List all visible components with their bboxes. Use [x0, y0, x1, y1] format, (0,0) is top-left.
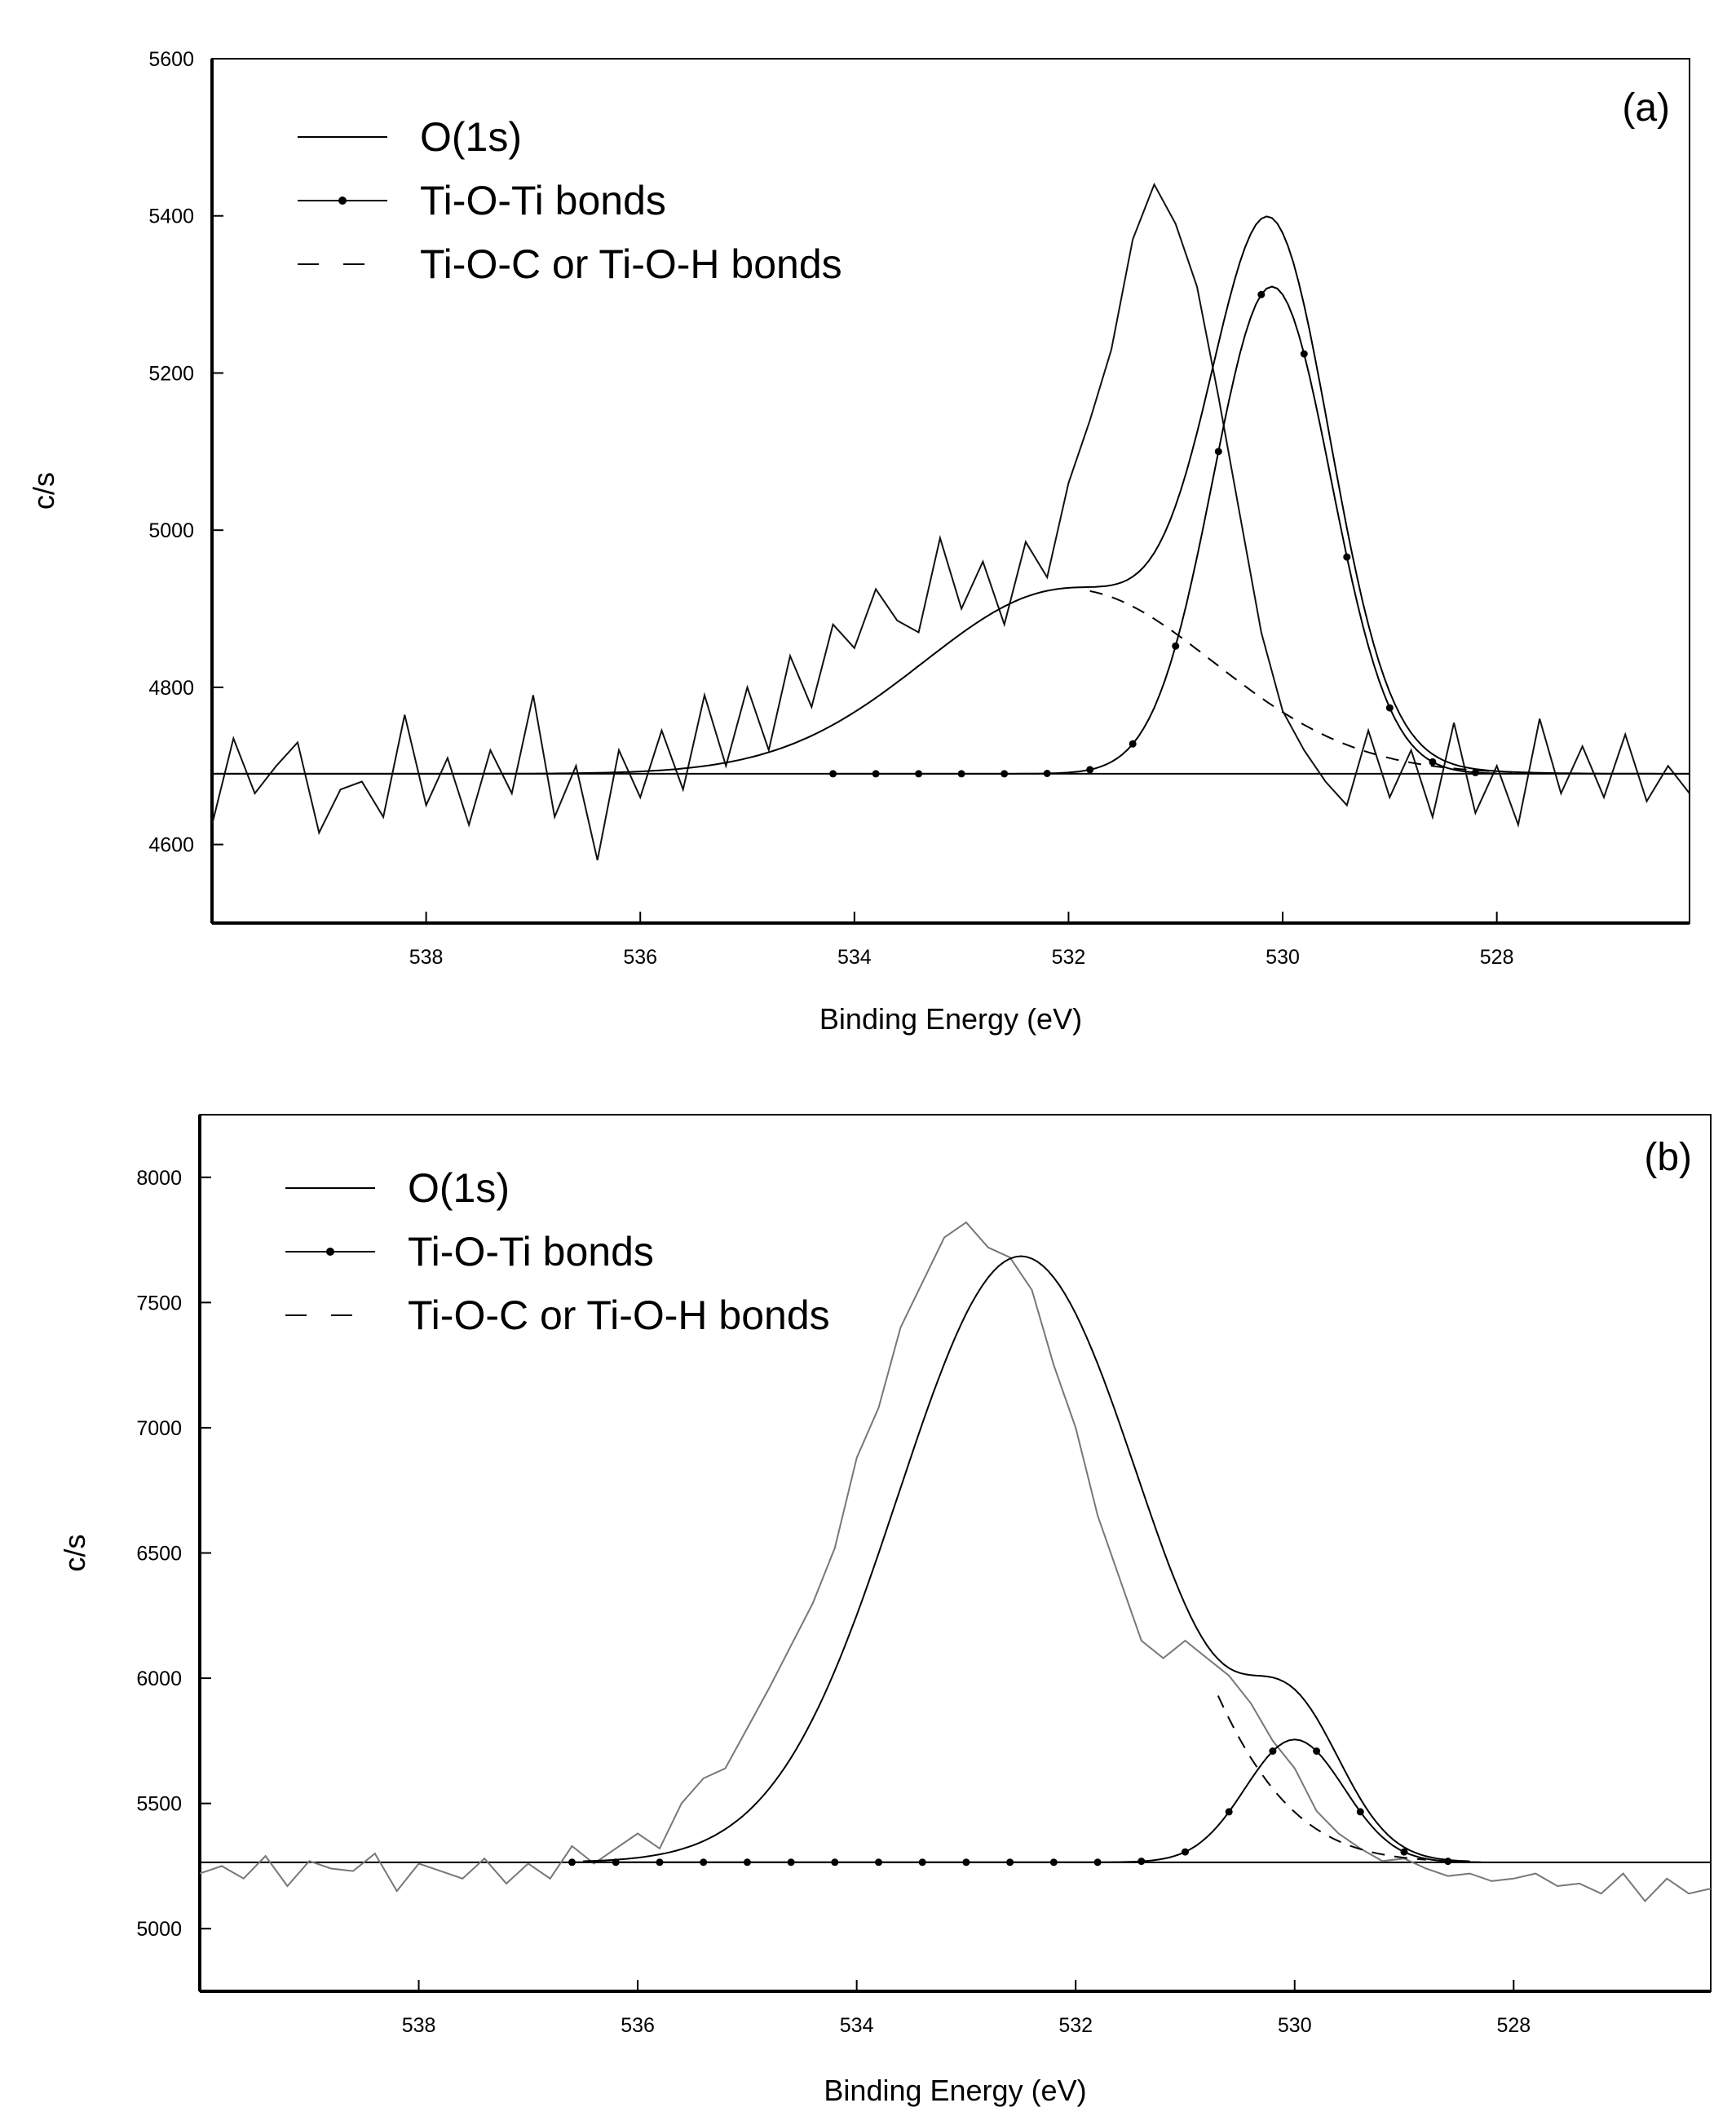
legend-swatch-dot	[338, 197, 347, 205]
y-tick-label: 5200	[148, 362, 194, 385]
x-tick-label: 532	[1058, 2014, 1093, 2037]
y-tick-label: 5000	[136, 1918, 182, 1941]
y-tick-label: 4600	[148, 834, 194, 857]
series-ti-o-ti-dot	[612, 1858, 620, 1867]
series-ti-o-ti-dot	[1049, 1858, 1058, 1867]
series-ti-o-ti-dot	[1300, 350, 1308, 358]
panel-b: 538 536 534 532 530 528 5000 5500 6000 6500 7000 75…	[58, 1114, 1712, 2107]
y-tick-label: 7500	[136, 1292, 182, 1314]
plot-area	[212, 182, 1690, 861]
series-raw-o1s	[212, 182, 1690, 861]
series-ti-o-ti-dot	[1006, 1858, 1014, 1867]
y-tick-label: 5400	[148, 205, 194, 228]
series-raw-o1s	[200, 1221, 1711, 1902]
legend-label: Ti-O-Ti bonds	[408, 1229, 654, 1275]
legend-label: O(1s)	[408, 1165, 510, 1211]
series-ti-o-ti-dot	[1225, 1808, 1233, 1816]
y-axis-title: c/s	[27, 472, 60, 510]
series-ti-o-ti-dot	[829, 770, 837, 778]
x-tick-label: 534	[840, 2014, 874, 2037]
y-tick-label: 4800	[148, 677, 194, 700]
y-tick-label: 8000	[136, 1167, 182, 1190]
series-ti-o-c-dashed	[1089, 590, 1518, 774]
series-ti-o-ti-dot	[1385, 704, 1394, 712]
legend-swatch-dot	[326, 1248, 334, 1256]
legend-label: Ti-O-Ti bonds	[420, 178, 666, 223]
x-tick-label: 536	[621, 2014, 655, 2037]
series-ti-o-ti-dot	[1093, 1858, 1102, 1867]
series-ti-o-ti-dot	[872, 770, 880, 778]
series-ti-o-ti-dot	[1356, 1808, 1364, 1816]
series-ti-o-ti-dot	[962, 1858, 970, 1867]
x-tick-label: 536	[623, 946, 657, 969]
series-ti-o-ti-dot	[787, 1858, 795, 1867]
y-tick-label: 6500	[136, 1543, 182, 1566]
series-ti-o-ti-dot	[1001, 770, 1009, 778]
series-ti-o-ti-dot	[915, 770, 923, 778]
series-ti-o-ti-dot	[656, 1858, 664, 1867]
x-tick-label: 532	[1052, 946, 1086, 969]
x-axis-title: Binding Energy (eV)	[824, 2074, 1086, 2107]
series-ti-o-ti-dot	[1343, 553, 1351, 561]
series-ti-o-ti-dot	[1214, 448, 1222, 456]
x-tick-label: 530	[1278, 2014, 1312, 2037]
y-tick-label: 6000	[136, 1668, 182, 1690]
series-ti-o-ti-dot	[1313, 1747, 1321, 1755]
legend-label: Ti-O-C or Ti-O-H bonds	[420, 241, 842, 287]
legend-label: Ti-O-C or Ti-O-H bonds	[408, 1292, 830, 1338]
y-axis-title: c/s	[58, 1534, 91, 1571]
legend: O(1s) Ti-O-Ti bonds Ti-O-C or Ti-O-H bonds	[298, 114, 842, 287]
series-ti-o-ti-dot	[1269, 1747, 1277, 1755]
legend-label: O(1s)	[420, 114, 522, 160]
y-tick-label: 5500	[136, 1793, 182, 1816]
plot-area	[200, 1221, 1711, 1902]
series-ti-o-ti-dot	[743, 1858, 751, 1867]
x-axis-title: Binding Energy (eV)	[819, 1002, 1082, 1036]
series-ti-o-ti-dot	[1129, 740, 1137, 748]
series-ti-o-ti	[572, 1738, 1482, 1863]
series-ti-o-ti-dot	[918, 1858, 926, 1867]
series-ti-o-ti-dot	[568, 1858, 576, 1867]
x-tick-label: 530	[1266, 946, 1300, 969]
x-tick-label: 538	[402, 2014, 436, 2037]
legend: O(1s) Ti-O-Ti bonds Ti-O-C or Ti-O-H bonds	[285, 1165, 830, 1338]
series-ti-o-ti-dot	[1182, 1848, 1189, 1856]
series-ti-o-ti-dot	[875, 1858, 882, 1867]
x-tick-label: 538	[409, 946, 444, 969]
series-ti-o-ti-dot	[1400, 1848, 1408, 1856]
series-total-fit	[212, 215, 1690, 775]
series-ti-o-ti-dot	[1429, 758, 1437, 766]
panel-label: (a)	[1622, 86, 1670, 130]
x-tick-label: 534	[837, 946, 872, 969]
series-ti-o-ti-dot	[1137, 1858, 1146, 1866]
series-ti-o-ti	[833, 285, 1497, 775]
panel-label: (b)	[1644, 1136, 1692, 1179]
series-ti-o-ti-dot	[1043, 770, 1051, 777]
series-ti-o-ti-dot	[1444, 1858, 1452, 1866]
y-tick-label: 7000	[136, 1417, 182, 1440]
x-tick-label: 528	[1480, 946, 1514, 969]
series-ti-o-ti-dot	[831, 1858, 839, 1867]
series-ti-o-ti-dot	[957, 770, 965, 778]
series-total-fit	[582, 1255, 1470, 1862]
y-tick-label: 5600	[148, 48, 194, 71]
series-ti-o-c-dashed	[1217, 1695, 1426, 1861]
series-ti-o-ti-dot	[700, 1858, 708, 1867]
x-tick-label: 528	[1496, 2014, 1531, 2037]
panel-a: 538 536 534 532 530 528 4600 4800 5000 5200 5400 56…	[27, 48, 1690, 1036]
series-ti-o-ti-dot	[1086, 766, 1094, 774]
series-ti-o-ti-dot	[1257, 290, 1266, 298]
y-tick-label: 5000	[148, 519, 194, 542]
series-ti-o-ti-dot	[1172, 642, 1180, 650]
